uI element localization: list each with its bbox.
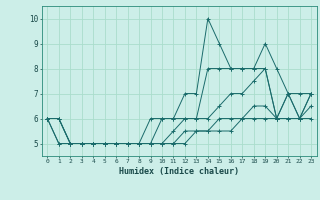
X-axis label: Humidex (Indice chaleur): Humidex (Indice chaleur) <box>119 167 239 176</box>
